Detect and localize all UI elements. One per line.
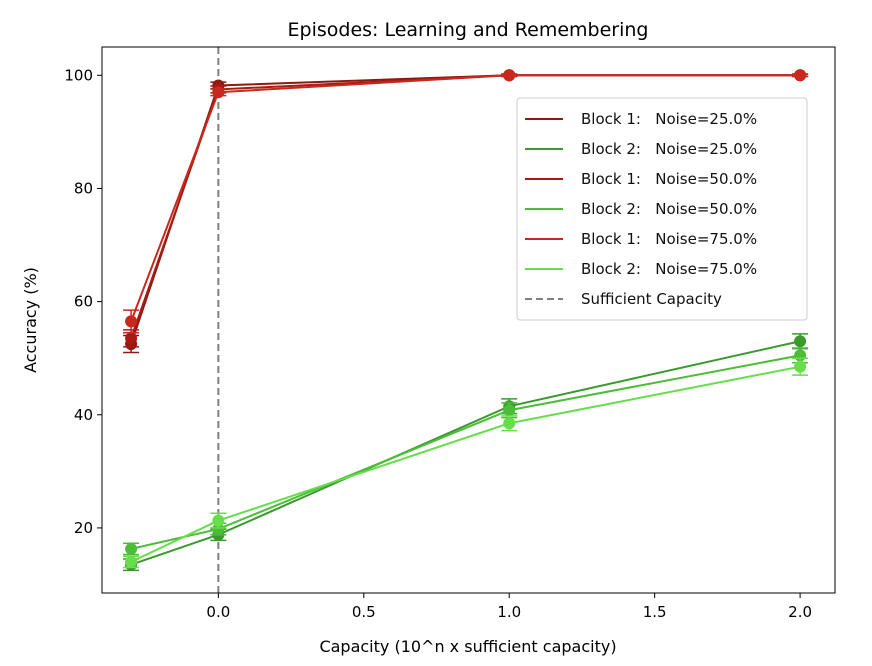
chart-title: Episodes: Learning and Remembering [288, 19, 649, 41]
data-point [125, 332, 138, 345]
legend-label: Block 2: Noise=50.0% [581, 200, 757, 218]
axis-ticks: 0.0 0.5 1.0 1.5 2.0 20 40 60 80 100 [64, 66, 812, 621]
data-point [503, 404, 516, 417]
legend-label: Block 1: Noise=50.0% [581, 170, 757, 188]
legend-label: Block 2: Noise=75.0% [581, 260, 757, 278]
data-point [503, 417, 516, 430]
y-axis-label: Accuracy (%) [21, 267, 40, 373]
y-tick-label: 100 [64, 66, 93, 84]
y-tick-label: 60 [74, 293, 93, 311]
legend-label: Sufficient Capacity [581, 290, 722, 308]
plot-area [123, 47, 809, 593]
data-point [125, 542, 138, 555]
y-tick-label: 40 [74, 406, 93, 424]
legend-label: Block 2: Noise=25.0% [581, 140, 757, 158]
data-point [794, 335, 807, 348]
series-line-4 [130, 74, 801, 322]
data-point [212, 514, 225, 527]
data-point [794, 69, 807, 82]
plot-frame [101, 46, 836, 594]
legend-label: Block 1: Noise=25.0% [581, 110, 757, 128]
x-tick-label: 1.5 [643, 603, 667, 621]
data-point [794, 360, 807, 373]
data-point [125, 555, 138, 568]
data-point [503, 69, 516, 82]
data-point [212, 86, 225, 99]
series-line-5 [130, 365, 801, 563]
series-line-3 [130, 354, 801, 550]
x-tick-label: 2.0 [788, 603, 812, 621]
y-tick-label: 20 [74, 519, 93, 537]
x-tick-label: 0.0 [206, 603, 230, 621]
legend: Block 1: Noise=25.0% Block 2: Noise=25.0%… [516, 97, 808, 321]
data-point [125, 315, 138, 328]
data-point [212, 523, 225, 536]
y-tick-label: 80 [74, 179, 93, 197]
x-tick-label: 0.5 [352, 603, 376, 621]
x-tick-label: 1.0 [497, 603, 521, 621]
legend-label: Block 1: Noise=75.0% [581, 230, 757, 248]
legend-box [516, 97, 808, 321]
x-axis-label: Capacity (10^n x sufficient capacity) [319, 637, 616, 656]
